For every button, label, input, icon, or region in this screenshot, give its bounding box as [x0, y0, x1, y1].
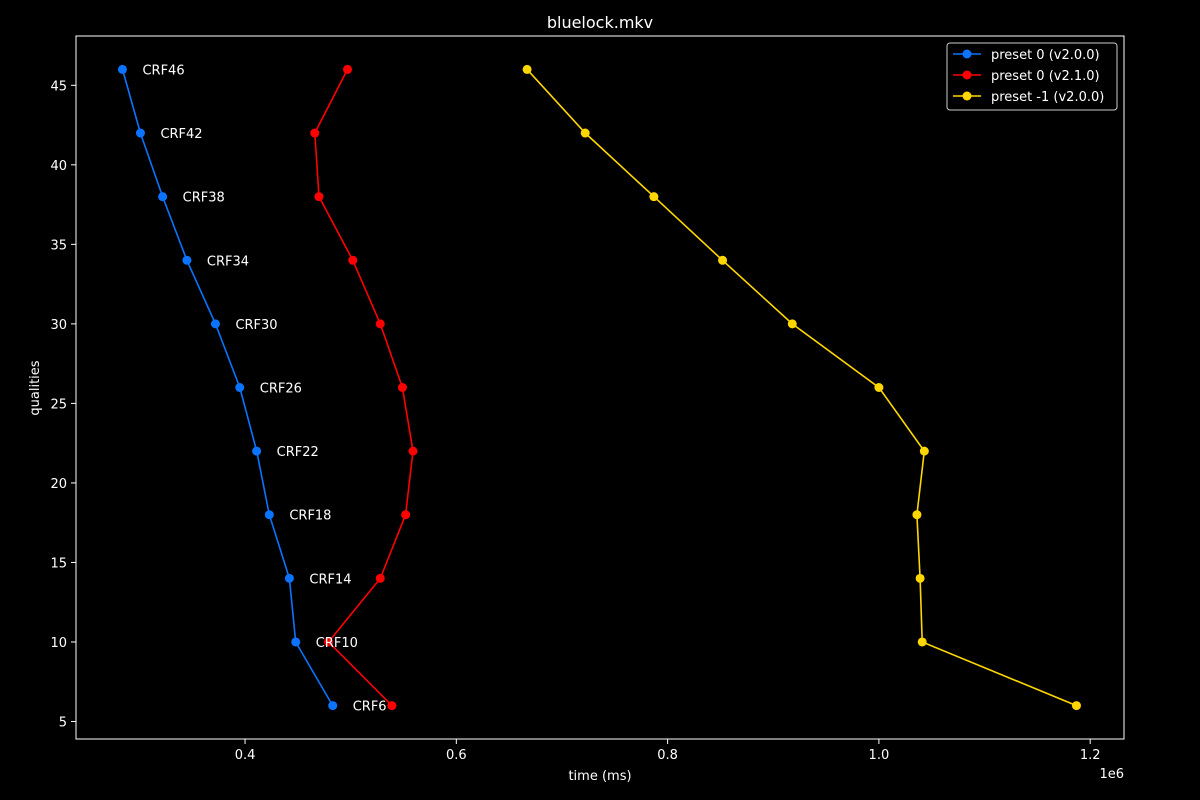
data-point [408, 446, 418, 456]
point-annotation: CRF26 [260, 382, 302, 397]
data-point [787, 319, 797, 329]
y-axis: 5 10 15 20 25 30 35 40 45 [50, 79, 76, 731]
data-point [375, 319, 385, 329]
y-tick-label: 20 [50, 477, 67, 492]
point-annotation: CRF34 [207, 254, 249, 269]
legend: preset 0 (v2.0.0) preset 0 (v2.1.0) preset… [946, 42, 1118, 111]
data-point [401, 510, 411, 520]
point-annotation: CRF46 [142, 63, 184, 78]
data-point [912, 510, 922, 520]
legend-box [946, 42, 1118, 111]
series-3 [522, 64, 1081, 711]
plot-frame [75, 35, 1125, 740]
data-point [291, 637, 301, 647]
legend-label: preset 0 (v2.0.0) [991, 48, 1100, 63]
y-tick-label: 25 [50, 397, 67, 412]
data-point [917, 637, 927, 647]
y-tick-label: 5 [59, 716, 67, 731]
series-layer [117, 64, 1081, 711]
series-1 [117, 64, 338, 711]
y-tick-label: 40 [50, 159, 67, 174]
series-2 [310, 64, 418, 711]
chart-title: bluelock.mkv [547, 13, 653, 32]
legend-label: preset -1 (v2.0.0) [991, 90, 1104, 105]
data-point [252, 446, 262, 456]
x-axis: 0.4 0.6 0.8 1.0 1.2 [235, 739, 1101, 763]
data-point [718, 255, 728, 265]
y-tick-label: 10 [50, 636, 67, 651]
x-tick-label: 0.8 [657, 748, 678, 763]
data-point [328, 701, 338, 711]
data-point [135, 128, 145, 138]
point-annotation: CRF42 [160, 127, 202, 142]
data-point [580, 128, 590, 138]
y-tick-label: 45 [50, 79, 67, 94]
legend-entry: preset -1 (v2.0.0) [953, 90, 1104, 105]
point-annotation: CRF38 [183, 191, 225, 206]
legend-label: preset 0 (v2.1.0) [991, 69, 1100, 84]
legend-marker [962, 91, 972, 101]
legend-marker [962, 49, 972, 59]
x-tick-label: 0.4 [235, 748, 256, 763]
data-point [874, 383, 884, 392]
data-point [387, 701, 397, 711]
x-axis-offset-label: 1e6 [1099, 767, 1124, 782]
point-annotation: CRF18 [289, 509, 331, 524]
data-point [323, 637, 333, 647]
data-point [343, 64, 353, 74]
data-point [117, 64, 127, 74]
y-tick-label: 30 [50, 318, 67, 333]
y-axis-label: qualities [28, 360, 43, 415]
data-point [919, 446, 929, 456]
x-tick-label: 0.6 [446, 748, 467, 763]
legend-marker [962, 70, 972, 80]
data-point [310, 128, 320, 138]
data-point [284, 573, 294, 583]
data-point [264, 510, 274, 520]
point-annotation: CRF14 [309, 572, 351, 587]
x-tick-label: 1.0 [869, 748, 890, 763]
data-point [522, 64, 532, 74]
y-tick-label: 35 [50, 238, 67, 253]
point-annotation: CRF10 [316, 636, 358, 651]
point-annotation: CRF22 [277, 445, 319, 460]
y-tick-label: 15 [50, 556, 67, 571]
data-point [1071, 701, 1081, 711]
point-annotation: CRF30 [235, 318, 277, 333]
data-point [158, 192, 168, 202]
point-annotation: CRF6 [353, 700, 387, 715]
data-point [915, 573, 925, 583]
data-point [314, 192, 324, 202]
data-point [397, 383, 407, 392]
data-point [235, 383, 245, 392]
legend-entry: preset 0 (v2.0.0) [953, 48, 1100, 63]
x-axis-label: time (ms) [568, 769, 631, 784]
annotation-layer: CRF46 CRF42 CRF38 CRF34 CRF30 CRF26 CRF22 CRF18… [142, 63, 386, 714]
data-point [348, 255, 358, 265]
data-point [182, 255, 192, 265]
legend-entry: preset 0 (v2.1.0) [953, 69, 1100, 84]
x-tick-label: 1.2 [1080, 748, 1101, 763]
data-point [210, 319, 220, 329]
data-point [375, 573, 385, 583]
data-point [649, 192, 659, 202]
